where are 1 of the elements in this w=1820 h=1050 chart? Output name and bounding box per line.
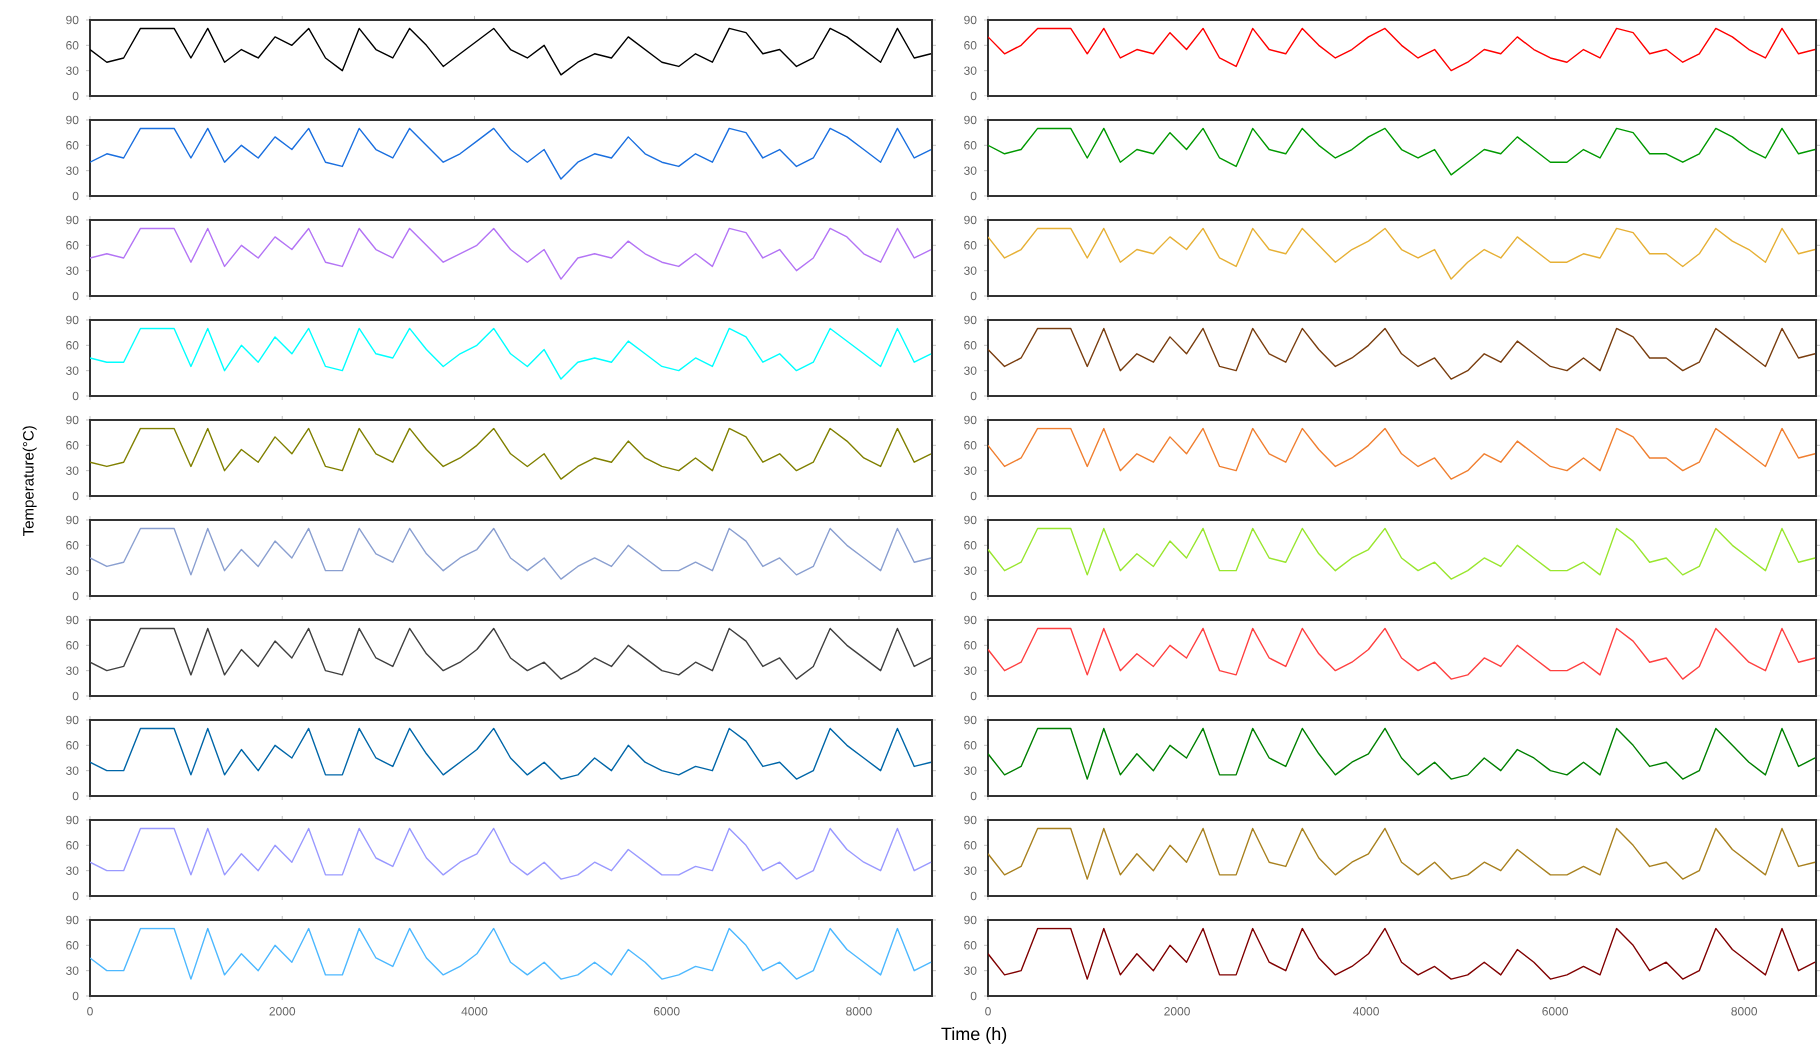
x-axis-title: Time (h) bbox=[941, 1027, 1007, 1044]
